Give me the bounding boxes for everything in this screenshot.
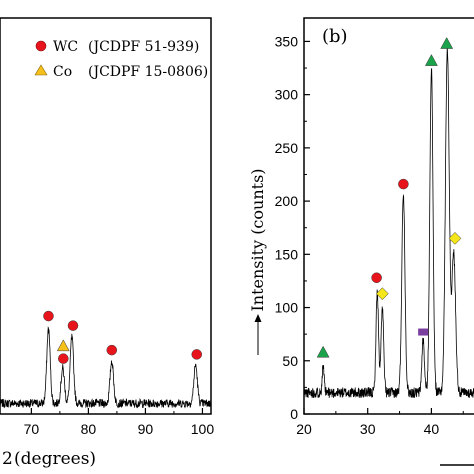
panel-a-x-tick-label: 70 (24, 421, 40, 437)
panel-a-frame (0, 17, 212, 415)
panel-b-x-tick-label: 40 (424, 421, 440, 437)
panel-a: 70 80 90 100 WC (JCDPF 51-939) Co (JCDPF 15… (0, 17, 215, 469)
panel-b-x-ticks: 20 30 40 (296, 408, 464, 437)
panel-b-peak-marker-1 (371, 272, 382, 283)
panel-b-y-ticks: 0 50 100 150 200 250 300 350 (275, 33, 310, 422)
panel-b-series-line (303, 46, 474, 398)
panel-b-y-tick-label: 50 (282, 353, 298, 369)
legend-wc-label: WC (53, 39, 78, 55)
panel-b-peak-marker-6 (440, 37, 454, 49)
legend-wc-source: (JCDPF 51-939) (88, 39, 199, 55)
panel-a-x-tick-label: 100 (191, 421, 215, 437)
panel-b-peak-marker-0 (316, 345, 330, 358)
panel-a-peak-marker-2 (56, 339, 70, 352)
panel-b-label: (b) (322, 26, 348, 47)
panel-a-plot-area (0, 310, 212, 409)
panel-a-peak-marker-3 (67, 320, 79, 331)
panel-a-peak-marker-4 (106, 344, 118, 356)
panel-b-plot-area (303, 37, 474, 398)
panel-b-y-tick-label: 200 (275, 193, 299, 209)
panel-b-peak-marker-5 (424, 54, 438, 66)
panel-a-peak-marker-0 (43, 310, 54, 322)
panel-a-x-tick-label: 90 (138, 421, 154, 437)
panel-b-y-tick-label: 250 (275, 140, 299, 156)
legend-co-source: (JCDPF 15-0806) (88, 64, 208, 80)
panel-b-y-tick-label: 100 (275, 300, 299, 316)
panel-a-x-label: (degrees) (14, 449, 96, 469)
legend-wc-marker (35, 40, 47, 52)
panel-a-x-label-prefix: 2 (2, 449, 13, 469)
panel-b-y-tick-label: 150 (275, 246, 299, 262)
panel-b-y-tick-label: 350 (275, 33, 299, 49)
panel-a-x-ticks: 70 80 90 100 (24, 408, 215, 437)
panel-a-peak-marker-1 (58, 353, 69, 364)
panel-b-peak-marker-2 (376, 287, 389, 301)
panel-a-peak-marker-5 (191, 349, 202, 360)
panel-b-frame (303, 17, 474, 415)
panel-b-x-tick-label: 20 (296, 421, 312, 437)
panel-b-peak-marker-3 (398, 178, 409, 190)
panel-b: 0 50 100 150 200 250 300 350 20 30 40 (b) Intensi… (248, 17, 474, 466)
panel-a-x-tick-label: 80 (81, 421, 97, 437)
panel-b-peak-marker-7 (448, 232, 462, 245)
panel-b-y-tick-label: 300 (275, 87, 299, 103)
legend-co-label: Co (53, 64, 72, 80)
panel-b-peak-marker-4 (418, 328, 429, 336)
panel-b-x-tick-label: 30 (360, 421, 376, 437)
legend-co-marker (34, 64, 48, 76)
panel-a-legend: WC (JCDPF 51-939) Co (JCDPF 15-0806) (34, 39, 208, 80)
panel-b-y-tick-label: 0 (290, 406, 298, 422)
panel-b-y-label: Intensity (counts) (248, 168, 267, 311)
panel-a-series-line (0, 326, 212, 409)
panel-b-y-label-arrow (254, 314, 262, 355)
